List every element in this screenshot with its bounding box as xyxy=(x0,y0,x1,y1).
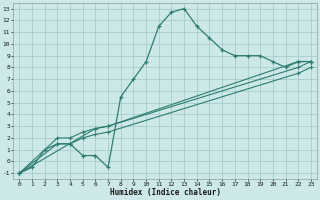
X-axis label: Humidex (Indice chaleur): Humidex (Indice chaleur) xyxy=(110,188,220,197)
